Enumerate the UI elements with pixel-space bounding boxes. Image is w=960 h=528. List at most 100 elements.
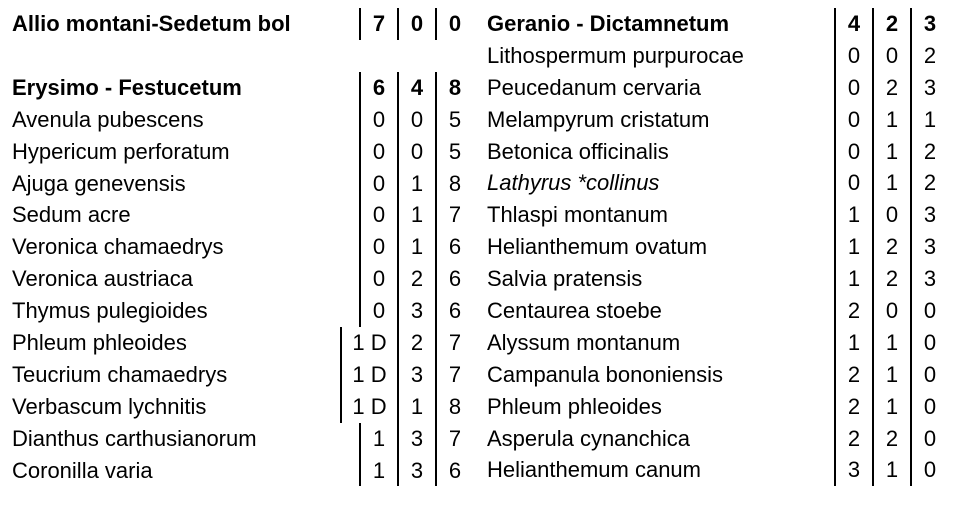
table-row: Sedum acre017 (12, 199, 473, 231)
value-cells: 700 (359, 8, 473, 40)
value-cells: 1 D18 (340, 391, 473, 423)
value-cell: 0 (359, 104, 397, 136)
value-cells: 012 (834, 167, 948, 199)
species-name: Avenula pubescens (12, 104, 359, 136)
species-name: Asperula cynanchica (487, 423, 834, 455)
value-cell: 4 (834, 8, 872, 40)
species-name: Dianthus carthusianorum (12, 423, 359, 455)
value-cell: 2 (910, 167, 948, 199)
value-cell: 2 (910, 136, 948, 168)
species-name: Erysimo - Festucetum (12, 72, 359, 104)
table-row: Coronilla varia136 (12, 455, 473, 487)
value-cells: 018 (359, 168, 473, 200)
value-cell: 0 (834, 136, 872, 168)
value-cell: 1 (834, 327, 872, 359)
value-cell: 1 (397, 168, 435, 200)
value-cell: 1 (359, 455, 397, 487)
value-cells: 026 (359, 263, 473, 295)
value-cell: 0 (872, 199, 910, 231)
value-cell: 1 (872, 104, 910, 136)
value-cells: 200 (834, 295, 948, 327)
value-cell: 8 (435, 391, 473, 423)
value-cell: 6 (435, 263, 473, 295)
table-row: Allio montani-Sedetum bol700 (12, 8, 473, 40)
species-name: Phleum phleoides (12, 327, 340, 359)
value-cell: 5 (435, 136, 473, 168)
species-name: Ajuga genevensis (12, 168, 359, 200)
table-row: Phleum phleoides1 D27 (12, 327, 473, 359)
value-cell: 2 (872, 72, 910, 104)
value-cell: 1 (872, 167, 910, 199)
value-cell: 5 (435, 104, 473, 136)
value-cell: 0 (872, 40, 910, 72)
table-row: Verbascum lychnitis1 D18 (12, 391, 473, 423)
value-cell: 2 (872, 423, 910, 455)
value-cell: 0 (359, 199, 397, 231)
value-cell: 3 (910, 72, 948, 104)
value-cell: 0 (397, 104, 435, 136)
value-cell: 0 (359, 168, 397, 200)
species-name: Thlaspi montanum (487, 199, 834, 231)
value-cell: 3 (834, 454, 872, 486)
value-cell: 7 (435, 327, 473, 359)
table-row: Lithospermum purpurocae002 (487, 40, 948, 72)
value-cell: 0 (359, 136, 397, 168)
species-name: Lithospermum purpurocae (487, 40, 834, 72)
value-cell: 2 (397, 327, 435, 359)
value-cell: 3 (910, 199, 948, 231)
value-cells: 123 (834, 231, 948, 263)
value-cell: 1 (872, 391, 910, 423)
value-cells: 036 (359, 295, 473, 327)
table-row: Centaurea stoebe200 (487, 295, 948, 327)
species-name: Salvia pratensis (487, 263, 834, 295)
value-cell: 3 (397, 295, 435, 327)
value-cell: 0 (910, 423, 948, 455)
species-name: Veronica chamaedrys (12, 231, 359, 263)
value-cells: 310 (834, 454, 948, 486)
species-name: Phleum phleoides (487, 391, 834, 423)
value-cell: 1 (834, 263, 872, 295)
value-cell: 0 (397, 8, 435, 40)
value-cell: 0 (834, 167, 872, 199)
value-cell: 3 (397, 359, 435, 391)
value-cells: 005 (359, 136, 473, 168)
table-row: Thymus pulegioides036 (12, 295, 473, 327)
value-cell: 1 D (340, 391, 397, 423)
table-row: Helianthemum canum310 (487, 454, 948, 486)
value-cell: 1 (872, 136, 910, 168)
table-row: Geranio - Dictamnetum423 (487, 8, 948, 40)
value-cell: 7 (359, 8, 397, 40)
species-name: Thymus pulegioides (12, 295, 359, 327)
table-row: Alyssum montanum110 (487, 327, 948, 359)
table-row: Campanula bononiensis210 (487, 359, 948, 391)
value-cell: 6 (435, 455, 473, 487)
value-cells: 136 (359, 455, 473, 487)
value-cell: 2 (834, 359, 872, 391)
table-row: Erysimo - Festucetum648 (12, 72, 473, 104)
value-cells: 011 (834, 104, 948, 136)
value-cell: 2 (872, 231, 910, 263)
species-name: Allio montani-Sedetum bol (12, 8, 359, 40)
table-row: Avenula pubescens005 (12, 104, 473, 136)
value-cell: 0 (397, 136, 435, 168)
value-cell: 0 (435, 8, 473, 40)
blank-row (12, 40, 473, 72)
table-row: Lathyrus *collinus012 (487, 167, 948, 199)
value-cell: 2 (910, 40, 948, 72)
value-cells: 110 (834, 327, 948, 359)
species-name: Campanula bononiensis (487, 359, 834, 391)
value-cell: 0 (910, 359, 948, 391)
value-cell: 3 (397, 455, 435, 487)
species-name: Melampyrum cristatum (487, 104, 834, 136)
value-cell: 1 (872, 327, 910, 359)
page: Allio montani-Sedetum bol700Erysimo - Fe… (0, 0, 960, 494)
value-cell: 0 (834, 72, 872, 104)
value-cell: 1 (834, 231, 872, 263)
value-cells: 103 (834, 199, 948, 231)
value-cell: 1 D (340, 327, 397, 359)
value-cell: 3 (910, 8, 948, 40)
value-cell: 0 (872, 295, 910, 327)
value-cell: 0 (910, 327, 948, 359)
value-cell: 1 (397, 231, 435, 263)
value-cells: 137 (359, 423, 473, 455)
